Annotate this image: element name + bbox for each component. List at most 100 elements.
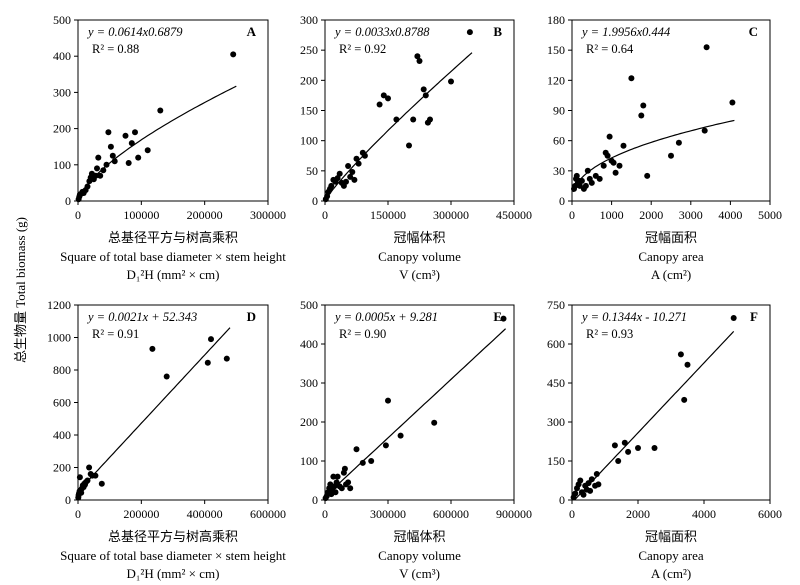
fit-equation: y = 0.0033x0.8788 xyxy=(333,25,430,39)
data-point xyxy=(345,163,352,169)
y-tick-label: 150 xyxy=(300,104,318,118)
data-point xyxy=(600,162,607,169)
data-point xyxy=(98,480,105,487)
y-tick-label: 100 xyxy=(300,454,318,468)
x-tick-label: 0 xyxy=(322,507,328,521)
y-tick-label: 250 xyxy=(300,43,318,57)
r-squared: R² = 0.88 xyxy=(92,42,139,56)
fit-line xyxy=(574,330,735,500)
data-point xyxy=(584,167,591,174)
data-point xyxy=(359,459,366,466)
data-point xyxy=(208,336,214,343)
data-point xyxy=(638,112,645,119)
data-point xyxy=(341,465,348,472)
data-point xyxy=(125,160,132,166)
data-point xyxy=(349,169,356,175)
y-tick-label: 0 xyxy=(559,493,565,507)
fit-equation: y = 0.0005x + 9.281 xyxy=(333,310,438,324)
fit-line xyxy=(324,328,507,497)
data-point xyxy=(651,445,658,451)
x-tick-label: 3000 xyxy=(679,208,703,222)
panel-B: 0 50 100 150 200 250 300 0 150000 300000 450000 By … xyxy=(300,13,532,282)
x-axis-label-cn: 冠幅体积 xyxy=(393,230,445,245)
data-point xyxy=(573,172,580,179)
x-axis-label-en: Canopy area xyxy=(638,548,704,563)
data-point xyxy=(416,58,423,64)
r-squared: R² = 0.64 xyxy=(586,42,634,56)
panel-letter: C xyxy=(749,24,758,39)
y-tick-label: 450 xyxy=(547,376,565,390)
x-axis-label-symbol: D₁²H (mm² × cm) xyxy=(127,566,220,581)
data-point xyxy=(611,442,618,449)
data-point xyxy=(410,116,417,123)
data-point xyxy=(76,474,83,481)
data-point xyxy=(604,152,611,159)
data-point xyxy=(644,172,651,179)
data-point xyxy=(86,464,93,471)
data-point xyxy=(105,129,112,136)
x-tick-label: 1000 xyxy=(600,208,624,222)
data-point xyxy=(97,172,104,179)
data-point xyxy=(95,154,102,161)
data-point xyxy=(355,160,362,167)
x-tick-label: 6000 xyxy=(758,507,782,521)
x-tick-label: 900000 xyxy=(496,507,532,521)
panel-E: 0 100 200 300 400 500 0 300000 600000 900000 Ey = … xyxy=(300,298,532,581)
x-tick-label: 4000 xyxy=(692,507,716,521)
x-tick-label: 5000 xyxy=(758,208,782,222)
y-tick-label: 750 xyxy=(547,298,565,312)
y-tick-label: 800 xyxy=(53,363,71,377)
x-axis-label-en: Canopy volume xyxy=(378,249,461,264)
data-point xyxy=(163,373,170,380)
data-point xyxy=(703,44,710,51)
data-point xyxy=(144,147,151,154)
data-point xyxy=(675,139,682,146)
y-tick-label: 0 xyxy=(312,194,318,208)
data-point xyxy=(336,170,343,177)
x-tick-label: 300000 xyxy=(250,208,286,222)
data-point xyxy=(361,152,368,159)
fit-line xyxy=(77,327,231,492)
plot-frame xyxy=(77,19,269,202)
data-point xyxy=(385,397,391,404)
data-point xyxy=(204,359,211,366)
data-point xyxy=(353,446,360,453)
data-point xyxy=(330,473,337,480)
y-tick-label: 120 xyxy=(547,73,565,87)
data-point xyxy=(588,179,595,186)
x-tick-label: 2000 xyxy=(626,507,650,521)
x-tick-label: 200000 xyxy=(187,208,223,222)
panel-A: 0 100 200 300 400 500 0 100000 200000 300000 Ay = … xyxy=(53,13,286,282)
data-point xyxy=(332,489,339,496)
y-tick-label: 400 xyxy=(53,428,71,442)
data-point xyxy=(347,173,354,180)
data-point xyxy=(587,487,594,494)
y-tick-label: 150 xyxy=(547,43,565,57)
x-axis-label-symbol: A (cm²) xyxy=(651,267,691,282)
fit-line xyxy=(78,85,237,198)
data-point xyxy=(701,127,708,134)
panel-C: 0 30 60 90 120 150 180 0 1000 2000 3000 4000 5000 Cy … xyxy=(547,13,782,282)
y-tick-label: 0 xyxy=(559,194,565,208)
x-tick-label: 300000 xyxy=(433,208,469,222)
x-tick-label: 600000 xyxy=(250,507,286,521)
y-tick-label: 0 xyxy=(312,493,318,507)
y-tick-label: 180 xyxy=(547,13,565,27)
x-axis-label-en: Square of total base diameter × stem hei… xyxy=(60,249,286,264)
data-point xyxy=(595,481,602,488)
data-point xyxy=(420,86,427,93)
panel-letter: F xyxy=(750,309,758,324)
y-tick-label: 600 xyxy=(53,396,71,410)
x-tick-label: 400000 xyxy=(187,507,223,521)
panel-F: 0 150 300 450 600 750 0 2000 4000 6000 Fy = 0.1344… xyxy=(547,298,782,581)
data-point xyxy=(122,132,129,139)
x-tick-label: 0 xyxy=(75,507,81,521)
x-tick-label: 0 xyxy=(569,208,575,222)
fit-equation: y = 0.1344x - 10.271 xyxy=(580,310,687,324)
x-axis-label-symbol: V (cm³) xyxy=(399,267,440,282)
data-point xyxy=(230,51,237,58)
x-tick-label: 100000 xyxy=(123,208,159,222)
data-point xyxy=(448,78,454,85)
x-axis-label-cn: 冠幅面积 xyxy=(645,529,697,544)
data-point xyxy=(612,169,619,176)
